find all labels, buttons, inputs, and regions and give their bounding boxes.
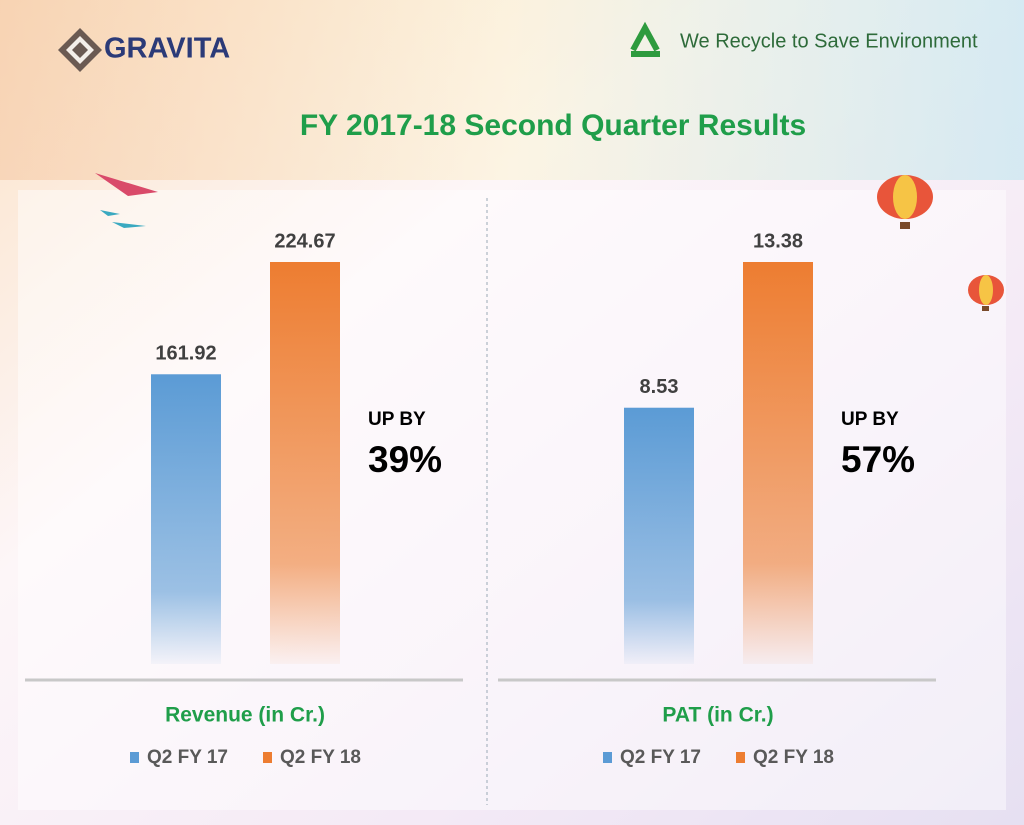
slide-title: FY 2017-18 Second Quarter Results xyxy=(300,109,806,142)
legend-swatch xyxy=(263,752,272,763)
annotation: 39% xyxy=(368,439,442,480)
legend-label: Q2 FY 17 xyxy=(147,747,228,768)
data-label: 224.67 xyxy=(274,230,335,252)
balloons xyxy=(877,175,1004,311)
brand: GRAVITA xyxy=(104,33,230,65)
chart-title: Revenue (in Cr.) xyxy=(165,704,325,727)
background-band xyxy=(0,0,1024,180)
legend-label: Q2 FY 18 xyxy=(753,747,834,768)
tagline: We Recycle to Save Environment xyxy=(680,30,978,52)
recycle-icon xyxy=(630,21,660,57)
paper-planes xyxy=(95,173,158,228)
bar xyxy=(743,262,813,664)
annotation: 57% xyxy=(841,439,915,480)
legend-swatch xyxy=(603,752,612,763)
annotation: UP BY xyxy=(841,409,899,430)
bar xyxy=(270,262,340,664)
annotation: UP BY xyxy=(368,409,426,430)
legend-swatch xyxy=(736,752,745,763)
bar xyxy=(624,407,694,664)
data-label: 161.92 xyxy=(155,343,216,365)
chart-title: PAT (in Cr.) xyxy=(662,704,773,727)
logo xyxy=(58,28,102,72)
legend-swatch xyxy=(130,752,139,763)
legend-label: Q2 FY 17 xyxy=(620,747,701,768)
data-label: 8.53 xyxy=(640,376,679,398)
data-label: 13.38 xyxy=(753,230,803,252)
legend-label: Q2 FY 18 xyxy=(280,747,361,768)
bar xyxy=(151,374,221,664)
